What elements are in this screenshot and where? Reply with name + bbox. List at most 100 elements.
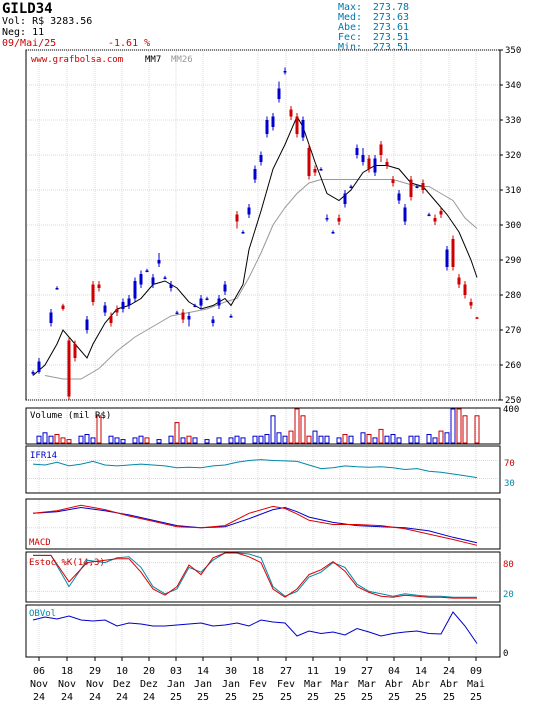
x-tick-year: 24 — [116, 692, 128, 703]
volume-bar — [174, 422, 180, 444]
stat-max-label: Max: — [338, 2, 362, 13]
candle-body — [289, 109, 293, 117]
candle — [193, 303, 197, 308]
price-grid — [27, 49, 499, 401]
x-tick-year: 24 — [143, 692, 155, 703]
ifr-panel: IFR14 70 30 — [25, 445, 515, 494]
candle-body — [169, 284, 173, 288]
volume-bar — [180, 437, 186, 444]
x-tick-day: 24 — [443, 666, 455, 677]
candle-body — [217, 298, 221, 306]
volume-bar — [408, 435, 414, 444]
obv-title: OBVol — [29, 609, 56, 619]
candle — [319, 167, 323, 171]
x-tick-year: 24 — [61, 692, 73, 703]
volume-bar — [84, 434, 90, 444]
x-tick-day: 18 — [252, 666, 264, 677]
watermark: www.grafbolsa.com — [31, 55, 123, 65]
volume-bar — [216, 437, 222, 444]
volume-bar — [390, 434, 396, 444]
candle-body — [385, 162, 389, 166]
candle-body — [271, 116, 275, 127]
obv-series — [32, 611, 478, 644]
candle — [199, 295, 203, 309]
candle — [379, 141, 383, 162]
candle-body — [31, 372, 35, 374]
candle-body — [211, 319, 215, 323]
volume-bar — [414, 435, 420, 444]
x-tick-month: Mar — [331, 679, 349, 690]
candle-body — [223, 284, 227, 292]
price-panel: 250 260 270 280 290 300 310 320 330 340 350 www.gr… — [25, 46, 521, 406]
candle-body — [379, 144, 383, 155]
candle — [169, 281, 173, 292]
price-stats: Max: 273.78 Med: 273.63 Abe: 273.61 Fec:… — [338, 2, 409, 53]
volume-bar — [426, 434, 432, 444]
candle-body — [145, 270, 149, 272]
candle-body — [295, 116, 299, 134]
candle-body — [259, 155, 263, 162]
volume-bar — [264, 434, 270, 444]
candle — [109, 312, 113, 327]
volume-bar — [432, 437, 438, 444]
x-tick-year: 25 — [225, 692, 237, 703]
volume-bar — [54, 434, 60, 444]
candle-body — [361, 155, 365, 162]
volume-bar — [204, 439, 210, 444]
x-tick-year: 25 — [334, 692, 346, 703]
candle — [265, 116, 269, 138]
x-tick-month: Mar — [358, 679, 376, 690]
candle — [427, 212, 431, 217]
candle — [229, 314, 233, 318]
x-tick-year: 25 — [197, 692, 209, 703]
candle — [223, 281, 227, 295]
candle — [259, 151, 263, 166]
candle — [337, 214, 341, 225]
stoch-d-series — [33, 552, 477, 599]
stat-abe-value: 273.61 — [373, 22, 409, 33]
candle-body — [475, 317, 479, 319]
x-tick-day: 11 — [307, 666, 319, 677]
price-tick-label: 330 — [505, 116, 521, 126]
candle-body — [319, 169, 323, 171]
stoch-k-series — [33, 552, 477, 598]
candle — [115, 305, 119, 316]
candle — [415, 184, 419, 189]
candle — [445, 246, 449, 271]
x-tick-month: Jan — [167, 679, 185, 690]
candle — [85, 316, 89, 334]
volume-bar — [336, 437, 342, 444]
volume-title: Volume (mil R$) — [30, 411, 111, 421]
x-tick-month: Abr — [385, 679, 403, 690]
candle-body — [67, 340, 71, 397]
candle-body — [415, 186, 419, 188]
candle-body — [97, 284, 101, 288]
price-tick-label: 350 — [505, 46, 521, 56]
candle-body — [229, 316, 233, 318]
volume-bar — [462, 415, 468, 444]
volume-bar — [186, 435, 192, 444]
volume-bar — [324, 435, 330, 444]
x-tick-day: 19 — [334, 666, 346, 677]
candle-body — [37, 361, 41, 372]
candle-body — [247, 207, 251, 215]
candle — [325, 214, 329, 222]
volume-bar — [288, 430, 294, 444]
candle-body — [139, 274, 143, 285]
candle-body — [283, 71, 287, 73]
candle-body — [241, 232, 245, 234]
candle — [475, 316, 479, 319]
x-tick-month: Mar — [304, 679, 322, 690]
candle-body — [421, 183, 425, 190]
candle-body — [409, 179, 413, 197]
x-tick-month: Dez — [140, 679, 158, 690]
x-tick-day: 20 — [143, 666, 155, 677]
volume-bar — [168, 435, 174, 444]
candle-body — [445, 249, 449, 267]
candle — [331, 230, 335, 234]
x-tick-month: Abr — [440, 679, 458, 690]
trades-label: Neg: 11 — [2, 27, 44, 38]
price-tick-label: 340 — [505, 81, 521, 91]
candle-body — [235, 214, 239, 222]
